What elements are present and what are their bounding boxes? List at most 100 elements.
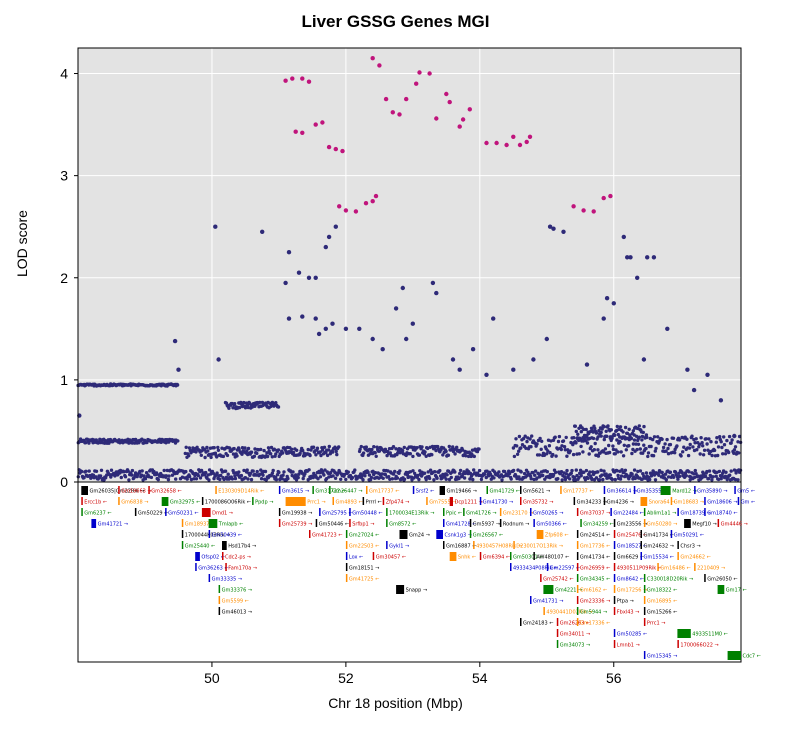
data-point [732,448,737,452]
gene-label: Gm8642 ← [617,577,644,583]
data-point [420,445,424,449]
gene-marker [345,530,348,538]
data-point [522,471,527,476]
data-point [468,477,472,481]
data-point [314,453,318,457]
gene-marker [81,486,88,495]
data-point [673,470,678,474]
data-point [424,454,428,458]
data-point [262,448,266,453]
data-point [715,436,719,440]
data-point [638,447,642,451]
data-point [261,473,265,477]
data-point [237,447,241,452]
data-point [176,367,181,372]
gene-label: Gm30457 ← [376,555,406,561]
gene-label: Gm36263 ← [198,566,228,572]
data-point [691,387,697,393]
data-point [591,436,596,441]
data-point [390,477,395,481]
data-point [599,430,603,435]
gene-marker [717,585,725,594]
gene-label: Gm17 ← [726,588,747,594]
gene-marker [603,486,606,494]
data-point [388,477,392,481]
data-point [645,255,650,260]
data-point [613,477,617,482]
gene-marker [362,497,365,505]
data-point [551,472,556,477]
gene-marker [704,508,706,516]
data-point [657,473,661,477]
data-point [243,406,248,410]
gene-label: Gm16486 ← [660,566,690,572]
gene-marker [556,618,559,626]
data-point [665,437,669,442]
data-point [615,438,619,442]
data-point [621,234,626,240]
data-point [637,424,641,428]
data-point [367,473,372,477]
data-point [383,472,388,477]
data-point [579,430,583,434]
data-point [563,477,568,482]
gene-marker [469,519,472,527]
gene-marker [613,552,616,560]
data-point [167,474,171,478]
data-point [326,448,331,452]
data-point [207,478,211,482]
data-point [618,425,623,429]
data-point [654,446,658,451]
gene-marker [576,585,579,593]
data-point [258,472,262,476]
gene-marker [643,596,646,604]
data-point [87,469,91,473]
x-axis-label: Chr 18 position (Mbp) [328,695,463,711]
gene-label: Srfbp1 → [352,522,374,528]
data-point [175,383,180,387]
gene-label: Gm50366 ← [536,522,566,528]
data-point [531,357,536,362]
gene-marker [449,552,457,561]
data-point [562,445,567,449]
data-point [324,451,328,455]
data-point [624,448,628,452]
gene-marker [218,596,221,604]
gene-label: Ptpa → [617,599,634,605]
data-point [640,438,644,442]
data-point [593,426,597,431]
data-point [222,477,226,482]
gene-label: Gm18740 ← [707,511,737,517]
gene-marker [580,519,582,527]
gene-label: Gm41734 ← [644,533,674,539]
x-tick-label: 54 [472,670,488,686]
data-point [619,474,624,478]
data-point [727,450,731,455]
gene-label: Snora64 → [649,500,676,506]
data-point [426,470,430,474]
data-point [517,449,521,453]
gene-label: Dcp1211 → [455,500,483,506]
data-point [644,433,649,437]
data-point [596,435,600,439]
data-point [621,430,625,434]
gene-marker [382,497,385,505]
data-point [616,450,620,454]
data-point [618,477,623,481]
data-point [707,469,712,473]
data-point [258,400,262,405]
data-point [712,448,717,453]
data-point [722,443,727,447]
data-point [725,438,729,443]
gene-label: Gm26050 ← [707,577,737,583]
gene-marker [530,508,532,516]
gene-label: Mard12 → [672,489,697,495]
gene-marker [660,486,671,495]
data-point [255,469,259,474]
gene-marker [643,508,646,516]
data-point [417,477,421,482]
peak-data-point [390,110,395,115]
data-point [660,470,664,475]
data-point [732,468,737,472]
gene-marker [499,519,502,527]
